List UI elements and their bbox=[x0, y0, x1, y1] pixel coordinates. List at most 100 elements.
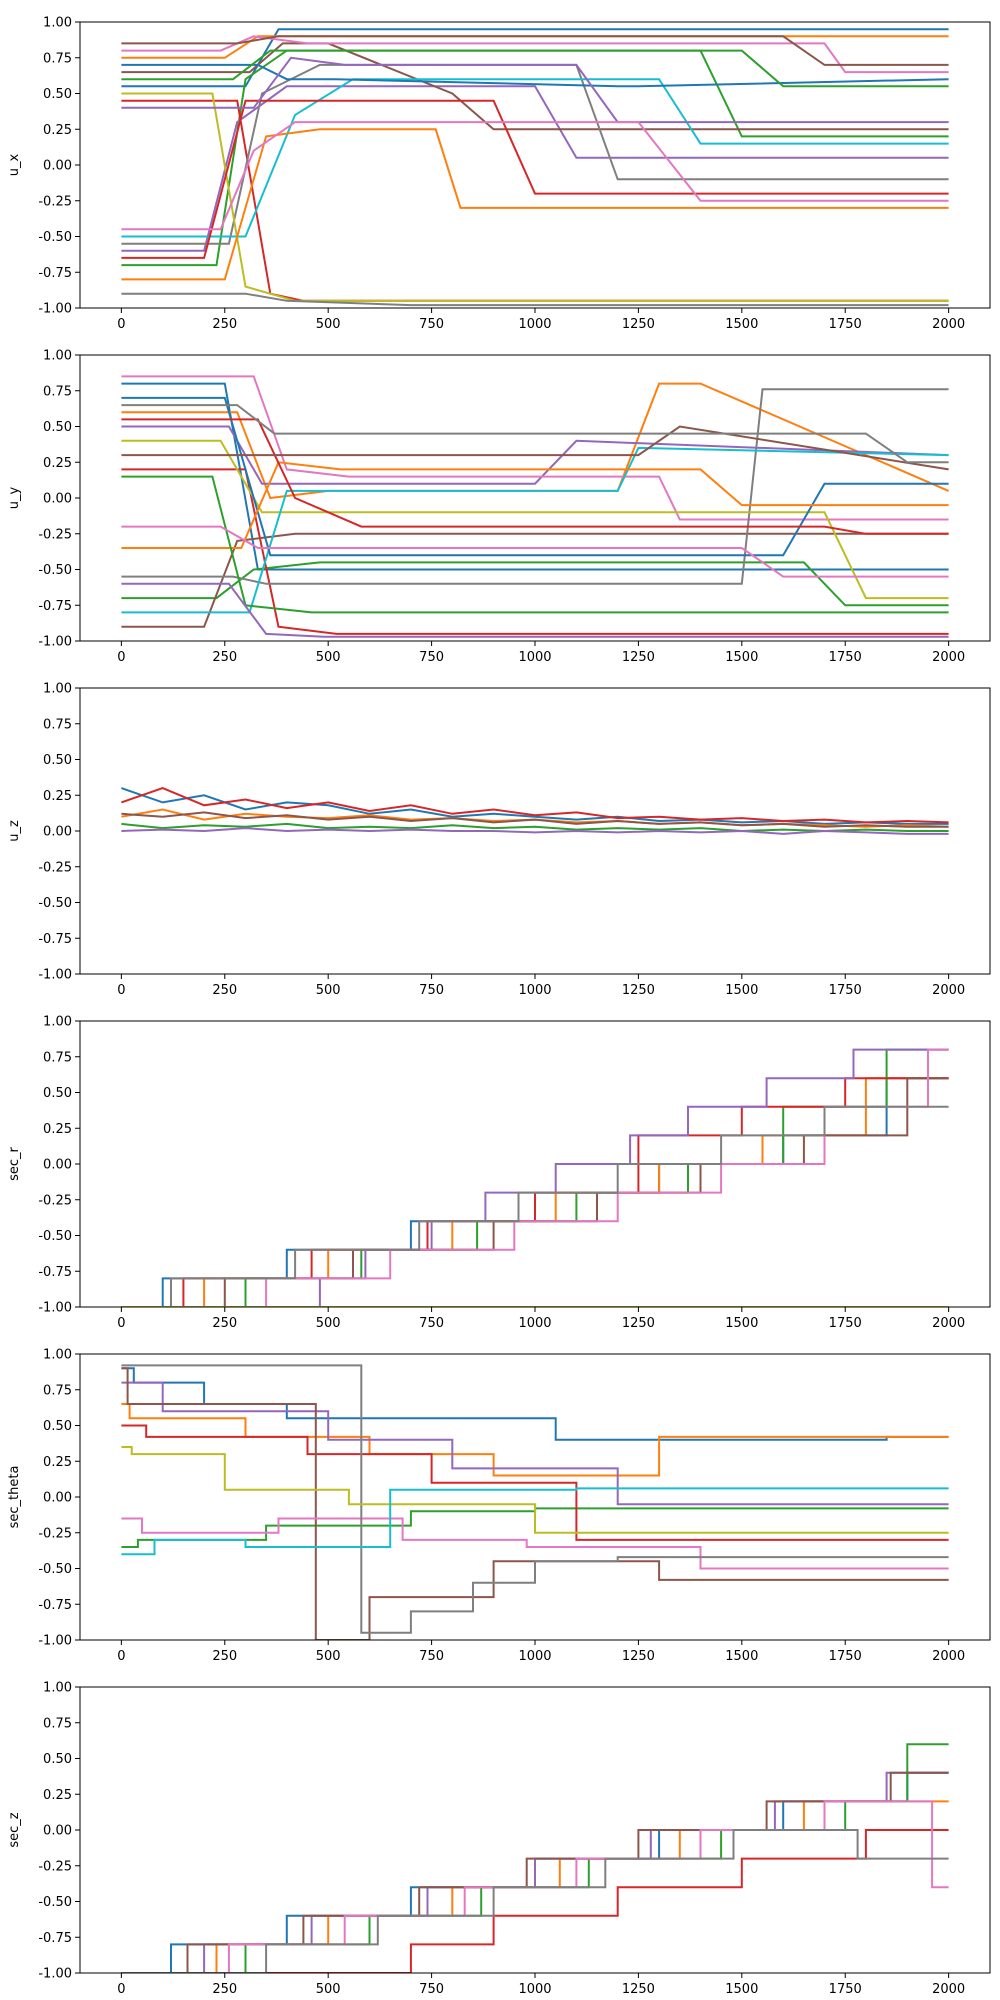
x-tick-label: 1750 bbox=[829, 983, 862, 998]
y-axis-label: u_x bbox=[7, 153, 22, 176]
series-line-6 bbox=[121, 35, 949, 74]
x-tick-label: 500 bbox=[316, 1649, 341, 1664]
y-tick-label: -1.00 bbox=[38, 1634, 72, 1649]
y-tick-label: -1.00 bbox=[38, 1301, 72, 1316]
x-tick-label: 500 bbox=[316, 983, 341, 998]
y-tick-label: -0.75 bbox=[38, 1598, 72, 1613]
x-tick-label: 500 bbox=[316, 1982, 341, 1997]
series-line-1 bbox=[121, 1403, 949, 1477]
series-line-12 bbox=[121, 49, 949, 88]
series-group bbox=[121, 1048, 949, 1307]
x-tick-label: 750 bbox=[419, 1649, 444, 1664]
subplot-sec_theta: 0 250 500 750 1000 1250 1500 1750 2000 -1.00 -0.75… bbox=[7, 1348, 991, 1664]
y-tick-label: -0.25 bbox=[38, 1526, 72, 1541]
y-tick-label: 1.00 bbox=[43, 682, 72, 697]
y-tick-label: 1.00 bbox=[43, 349, 72, 364]
x-tick-label: 0 bbox=[117, 983, 125, 998]
series-line-2 bbox=[121, 561, 949, 607]
y-axis-label: sec_r bbox=[7, 1146, 22, 1180]
x-tick-label: 0 bbox=[117, 1316, 125, 1331]
series-line-9 bbox=[121, 1487, 949, 1556]
x-tick-label: 1000 bbox=[518, 983, 551, 998]
y-tick-label: -0.25 bbox=[38, 1193, 72, 1208]
x-tick-label: 1000 bbox=[518, 650, 551, 665]
x-tick-label: 1000 bbox=[518, 1982, 551, 1997]
x-tick-label: 250 bbox=[212, 1649, 237, 1664]
y-tick-label: 0.50 bbox=[43, 1752, 72, 1767]
y-tick-label: -0.50 bbox=[38, 896, 72, 911]
x-tick-label: 1500 bbox=[725, 1316, 758, 1331]
series-line-7 bbox=[121, 1364, 949, 1634]
y-tick-label: -0.75 bbox=[38, 599, 72, 614]
y-tick-label: 0.00 bbox=[43, 825, 72, 840]
y-tick-label: -0.75 bbox=[38, 932, 72, 947]
y-tick-label: 1.00 bbox=[43, 1681, 72, 1696]
x-tick-label: 0 bbox=[117, 1649, 125, 1664]
series-group bbox=[121, 787, 949, 835]
series-line-11 bbox=[121, 461, 949, 549]
x-tick-label: 1000 bbox=[518, 317, 551, 332]
y-tick-label: 0.25 bbox=[43, 456, 72, 471]
y-tick-label: 0.75 bbox=[43, 51, 72, 66]
x-tick-label: 1250 bbox=[622, 1649, 655, 1664]
y-tick-label: 0.25 bbox=[43, 1788, 72, 1803]
x-tick-label: 250 bbox=[212, 317, 237, 332]
x-tick-label: 1250 bbox=[622, 1982, 655, 1997]
series-line-16 bbox=[121, 525, 949, 578]
y-tick-label: -1.00 bbox=[38, 302, 72, 317]
x-tick-label: 2000 bbox=[932, 1982, 965, 1997]
y-tick-label: -0.25 bbox=[38, 527, 72, 542]
series-group bbox=[121, 28, 949, 307]
x-tick-label: 500 bbox=[316, 650, 341, 665]
series-line-0 bbox=[121, 28, 949, 88]
x-tick-label: 250 bbox=[212, 1316, 237, 1331]
x-tick-label: 1250 bbox=[622, 983, 655, 998]
series-line-15 bbox=[121, 425, 949, 471]
series-line-13 bbox=[121, 418, 949, 535]
x-tick-label: 1500 bbox=[725, 1649, 758, 1664]
series-line-8 bbox=[121, 1446, 949, 1534]
x-tick-label: 750 bbox=[419, 1316, 444, 1331]
x-tick-label: 2000 bbox=[932, 1649, 965, 1664]
series-line-13 bbox=[121, 99, 949, 259]
y-tick-label: -0.25 bbox=[38, 194, 72, 209]
y-tick-label: -0.75 bbox=[38, 266, 72, 281]
series-line-5 bbox=[121, 532, 949, 628]
y-tick-label: -0.50 bbox=[38, 563, 72, 578]
y-tick-label: 0.00 bbox=[43, 1158, 72, 1173]
x-tick-label: 1750 bbox=[829, 1316, 862, 1331]
y-tick-label: -1.00 bbox=[38, 635, 72, 650]
x-tick-label: 1750 bbox=[829, 1982, 862, 1997]
x-tick-label: 1250 bbox=[622, 1316, 655, 1331]
y-tick-label: -1.00 bbox=[38, 1967, 72, 1982]
x-tick-label: 500 bbox=[316, 317, 341, 332]
subplot-u_z: 0 250 500 750 1000 1250 1500 1750 2000 -1.00 -0.75… bbox=[7, 682, 991, 998]
x-tick-label: 750 bbox=[419, 983, 444, 998]
x-tick-label: 500 bbox=[316, 1316, 341, 1331]
series-line-10 bbox=[121, 63, 949, 88]
y-tick-label: -0.50 bbox=[38, 1562, 72, 1577]
series-line-14 bbox=[121, 582, 949, 638]
y-tick-label: 0.25 bbox=[43, 789, 72, 804]
y-tick-label: 1.00 bbox=[43, 1348, 72, 1363]
y-tick-label: 0.00 bbox=[43, 492, 72, 507]
series-line-6 bbox=[121, 1517, 949, 1570]
series-line-4 bbox=[121, 827, 949, 835]
series-line-10 bbox=[121, 396, 949, 557]
y-tick-label: -0.25 bbox=[38, 860, 72, 875]
y-tick-label: 0.00 bbox=[43, 159, 72, 174]
series-line-8 bbox=[121, 439, 949, 600]
x-tick-label: 250 bbox=[212, 983, 237, 998]
series-line-3 bbox=[121, 468, 949, 635]
subplot-sec_z: 0 250 500 750 1000 1250 1500 1750 2000 -1.00 -0.75… bbox=[7, 1681, 991, 1997]
y-tick-label: 0.50 bbox=[43, 1086, 72, 1101]
y-tick-label: 0.00 bbox=[43, 1824, 72, 1839]
series-line-7 bbox=[121, 1829, 949, 1973]
series-line-11 bbox=[121, 128, 949, 281]
y-axis-label: sec_theta bbox=[7, 1466, 22, 1529]
x-tick-label: 0 bbox=[117, 317, 125, 332]
y-tick-label: 0.75 bbox=[43, 1050, 72, 1065]
series-line-5 bbox=[121, 1367, 949, 1640]
y-tick-label: 0.50 bbox=[43, 420, 72, 435]
